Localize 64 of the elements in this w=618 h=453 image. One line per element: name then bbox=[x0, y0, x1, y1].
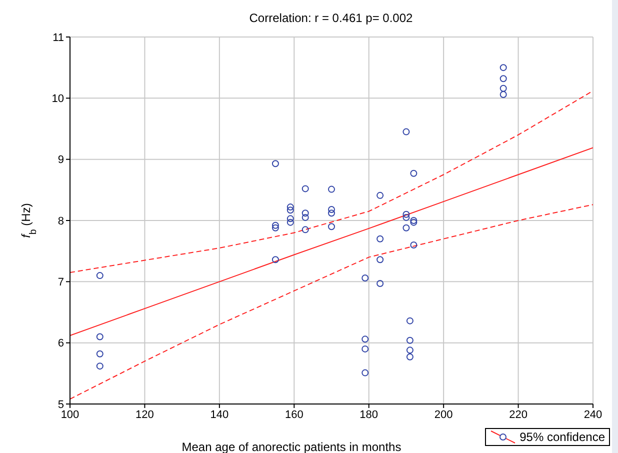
y-tick-label: 8 bbox=[58, 215, 64, 228]
x-tick-label: 120 bbox=[136, 408, 154, 421]
y-tick-label: 7 bbox=[58, 276, 64, 289]
x-tick-label: 160 bbox=[284, 408, 304, 421]
y-tick-label: 9 bbox=[58, 154, 64, 166]
point bbox=[328, 223, 335, 230]
point bbox=[328, 186, 335, 193]
point bbox=[272, 222, 279, 229]
point bbox=[402, 214, 410, 221]
x-tick-label: 100 bbox=[60, 408, 80, 421]
point bbox=[402, 224, 410, 232]
point bbox=[96, 362, 104, 370]
x-tick-label: 220 bbox=[509, 408, 528, 421]
point bbox=[362, 274, 369, 282]
point bbox=[362, 336, 369, 343]
line-series bbox=[70, 204, 593, 400]
line-series bbox=[70, 90, 593, 273]
point bbox=[406, 353, 414, 360]
point bbox=[376, 235, 384, 242]
point bbox=[376, 280, 384, 287]
x-tick-label: 200 bbox=[434, 408, 453, 421]
point bbox=[500, 64, 507, 72]
point bbox=[410, 241, 418, 248]
point bbox=[410, 170, 418, 177]
point bbox=[376, 192, 384, 199]
chart-title: Correlation: r = 0.461 p= 0.002 bbox=[249, 11, 414, 25]
point bbox=[406, 346, 414, 354]
point bbox=[362, 369, 369, 376]
point bbox=[286, 206, 294, 214]
point bbox=[402, 210, 410, 218]
point bbox=[96, 333, 104, 340]
x-tick-label: 140 bbox=[210, 408, 229, 421]
x-tick-label: 180 bbox=[360, 408, 378, 421]
point bbox=[302, 210, 309, 217]
point bbox=[302, 185, 309, 192]
point bbox=[328, 210, 335, 217]
legend-label: 95% confidence bbox=[520, 430, 605, 444]
point bbox=[302, 214, 309, 221]
point bbox=[302, 226, 309, 234]
point bbox=[500, 90, 507, 98]
y-tick-label: 11 bbox=[52, 32, 64, 44]
point bbox=[376, 256, 384, 264]
point bbox=[286, 204, 294, 211]
point bbox=[328, 206, 335, 213]
point bbox=[272, 256, 279, 264]
point bbox=[362, 345, 369, 352]
point bbox=[272, 160, 279, 168]
point bbox=[410, 218, 418, 226]
point bbox=[406, 336, 414, 344]
point bbox=[272, 224, 279, 232]
y-tick-label: 5 bbox=[58, 398, 64, 411]
point bbox=[500, 75, 507, 82]
point bbox=[96, 272, 104, 280]
point bbox=[96, 350, 104, 358]
x-tick-label: 240 bbox=[584, 408, 602, 421]
y-tick-label: 6 bbox=[58, 338, 64, 350]
y-tick-label: 10 bbox=[52, 93, 64, 106]
point bbox=[406, 317, 414, 324]
point bbox=[402, 128, 410, 136]
point bbox=[410, 217, 418, 224]
point bbox=[286, 218, 294, 226]
point bbox=[286, 215, 294, 222]
line-series bbox=[70, 147, 593, 336]
point bbox=[500, 84, 507, 92]
